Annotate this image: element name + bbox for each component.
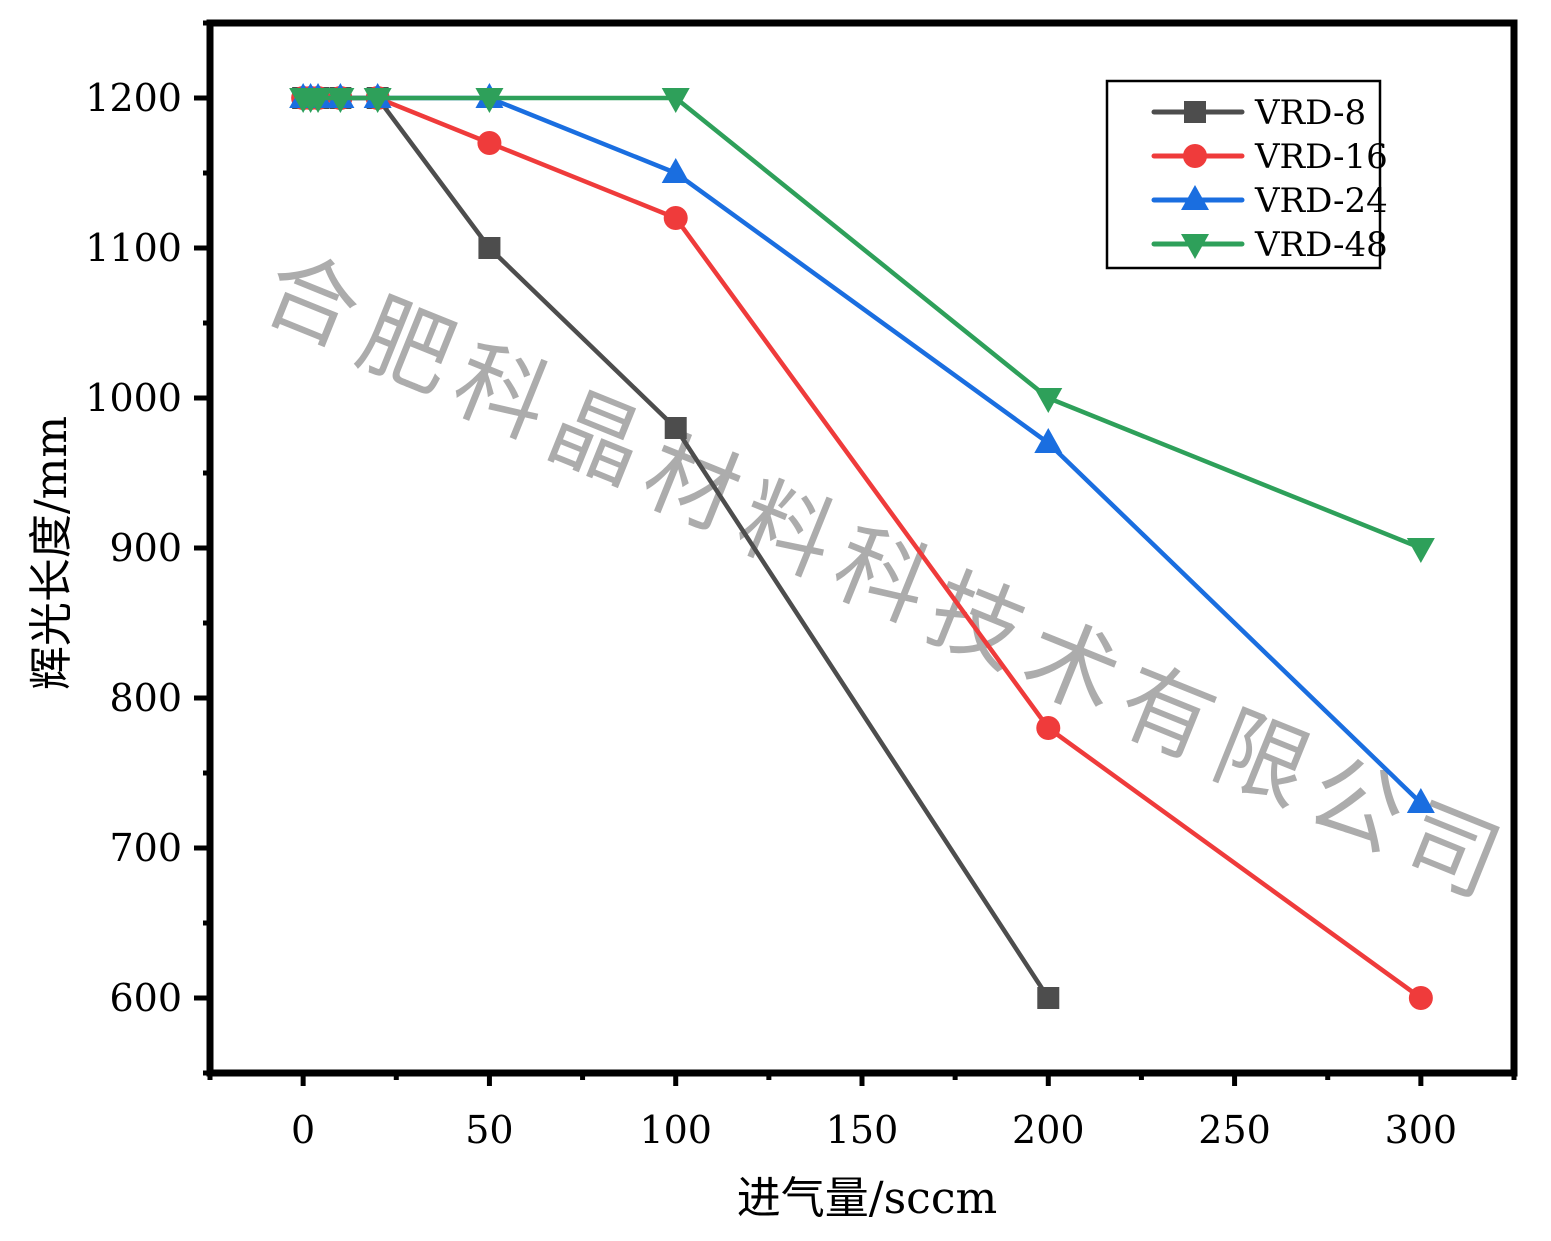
x-tick-label: 300 [1385,1108,1458,1152]
watermark-char: 合 [249,234,374,368]
watermark-char: 科 [819,509,944,643]
legend-label: VRD-48 [1254,225,1388,265]
data-point [663,206,688,230]
y-tick-label: 700 [109,826,182,870]
y-tick-label: 900 [109,526,182,570]
data-point [1037,987,1060,1009]
watermark-char: 有 [1104,646,1229,780]
data-point [1034,388,1063,413]
x-tick-label: 100 [639,1108,712,1152]
y-tick-label: 1100 [85,226,182,270]
data-point [661,158,690,183]
x-tick-label: 50 [465,1108,513,1152]
legend-marker [1181,234,1209,259]
legend-label: VRD-16 [1254,137,1388,177]
x-axis-ticks: 0 50 100 150 200 250 300 [207,1073,1517,1152]
y-tick-label: 1000 [85,376,182,420]
watermark-char: 科 [439,326,564,460]
x-tick-label: 0 [291,1108,315,1152]
legend-item: VRD-8 [1151,93,1366,133]
data-point [304,88,333,113]
x-axis-title: 进气量/sccm [737,1173,997,1224]
x-tick-label: 200 [1012,1108,1085,1152]
data-point [661,88,690,113]
legend-item: VRD-16 [1151,137,1388,177]
legend-label: VRD-8 [1254,93,1366,133]
legend-label: VRD-24 [1254,181,1388,221]
watermark-char: 材 [629,417,754,551]
data-point [326,88,355,113]
data-point [1406,788,1435,813]
y-tick-label: 1200 [85,76,182,120]
legend-marker [1183,144,1207,168]
watermark-char: 司 [1389,784,1514,918]
legend-marker [1184,101,1206,123]
data-point [1034,428,1063,453]
y-axis-ticks: 600 700 800 900 1000 1100 1200 [85,20,210,1076]
data-point [664,417,687,439]
y-axis-title: 辉光长度/mm [26,416,77,690]
data-point [1408,986,1433,1010]
data-point [477,131,502,155]
legend-item: VRD-48 [1151,225,1388,265]
data-point [1406,538,1435,563]
x-tick-label: 250 [1198,1108,1271,1152]
y-tick-label: 800 [109,676,182,720]
watermark-char: 公 [1294,738,1419,872]
watermark-char: 术 [1009,601,1134,735]
data-point [1036,716,1061,740]
series-vrd-48 [289,88,1435,563]
legend-item: VRD-24 [1151,181,1388,221]
data-point [478,237,501,259]
data-point [475,88,504,113]
x-tick-label: 150 [826,1108,899,1152]
series-layer [289,83,1435,1010]
y-tick-label: 600 [109,976,182,1020]
data-point [363,88,392,113]
legend-marker [1181,185,1209,210]
watermark-char: 技 [914,555,1039,689]
watermark-char: 肥 [344,280,469,414]
watermark-char: 限 [1199,692,1324,826]
